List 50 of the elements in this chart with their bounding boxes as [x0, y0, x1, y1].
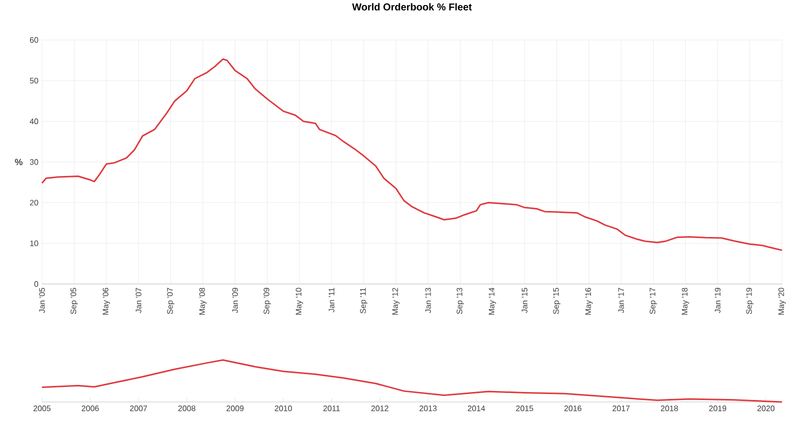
x-tick-label: May '06 [102, 288, 110, 315]
x-tick-label: Sep '09 [264, 288, 271, 314]
x-tick-label: Sep '19 [746, 288, 754, 314]
x-tick-label: Jan '17 [618, 288, 624, 313]
x-tick-label: Jan '19 [714, 288, 720, 313]
y-tick-label: 0 [34, 281, 38, 287]
x-tick-label: May '18 [682, 288, 690, 315]
x-tick-label: May '12 [392, 288, 400, 315]
x-tick-label: 2015 [516, 406, 534, 412]
y-tick-label: 60 [30, 37, 38, 43]
line-series [41, 58, 783, 251]
x-tick-label: 2016 [564, 406, 582, 412]
x-tick-label: 2012 [371, 406, 388, 412]
x-tick-label: May '08 [199, 288, 206, 315]
x-tick-label: May '20 [778, 288, 786, 315]
x-tick-label: 2010 [274, 406, 292, 412]
x-tick-label: 2007 [130, 406, 148, 412]
y-axis-title: % [15, 158, 22, 166]
x-tick-label: Jan '11 [328, 288, 334, 312]
x-tick-label: 2006 [82, 406, 99, 412]
x-tick-label: Jan '07 [136, 288, 142, 313]
x-tick-label: 2009 [226, 406, 244, 412]
x-tick-label: Jan '15 [522, 288, 528, 313]
x-tick-label: 2014 [468, 406, 486, 412]
x-tick-label: 2019 [709, 406, 726, 412]
x-tick-label: Jan '05 [39, 288, 45, 313]
x-tick-label: Sep '11 [360, 288, 368, 314]
x-tick-label: 2013 [420, 406, 437, 412]
x-tick-label: May '10 [296, 288, 304, 315]
x-tick-label: 2005 [34, 406, 51, 412]
x-tick-label: Sep '05 [70, 288, 78, 314]
x-tick-label: May '16 [585, 288, 593, 315]
x-tick-label: Sep '07 [167, 288, 174, 314]
y-tick-label: 10 [30, 240, 38, 246]
x-tick-label: May '14 [488, 288, 496, 315]
y-tick-label: 30 [30, 159, 38, 165]
y-tick-label: 40 [30, 118, 38, 124]
x-tick-label: Jan '13 [425, 288, 431, 313]
y-tick-label: 50 [30, 78, 38, 84]
x-tick-label: Sep '17 [650, 288, 657, 314]
x-tick-label: 2017 [612, 406, 630, 412]
y-tick-label: 20 [30, 200, 38, 206]
x-tick-label: 2020 [757, 406, 774, 412]
x-tick-label: 2008 [178, 406, 196, 412]
x-tick-label: 2011 [323, 406, 340, 412]
x-tick-label: 2018 [660, 406, 678, 412]
x-tick-label: Sep '13 [456, 288, 464, 314]
chart-title: World Orderbook % Fleet [352, 3, 472, 10]
x-tick-label: Sep '15 [553, 288, 560, 314]
x-tick-label: Jan '09 [232, 288, 238, 313]
